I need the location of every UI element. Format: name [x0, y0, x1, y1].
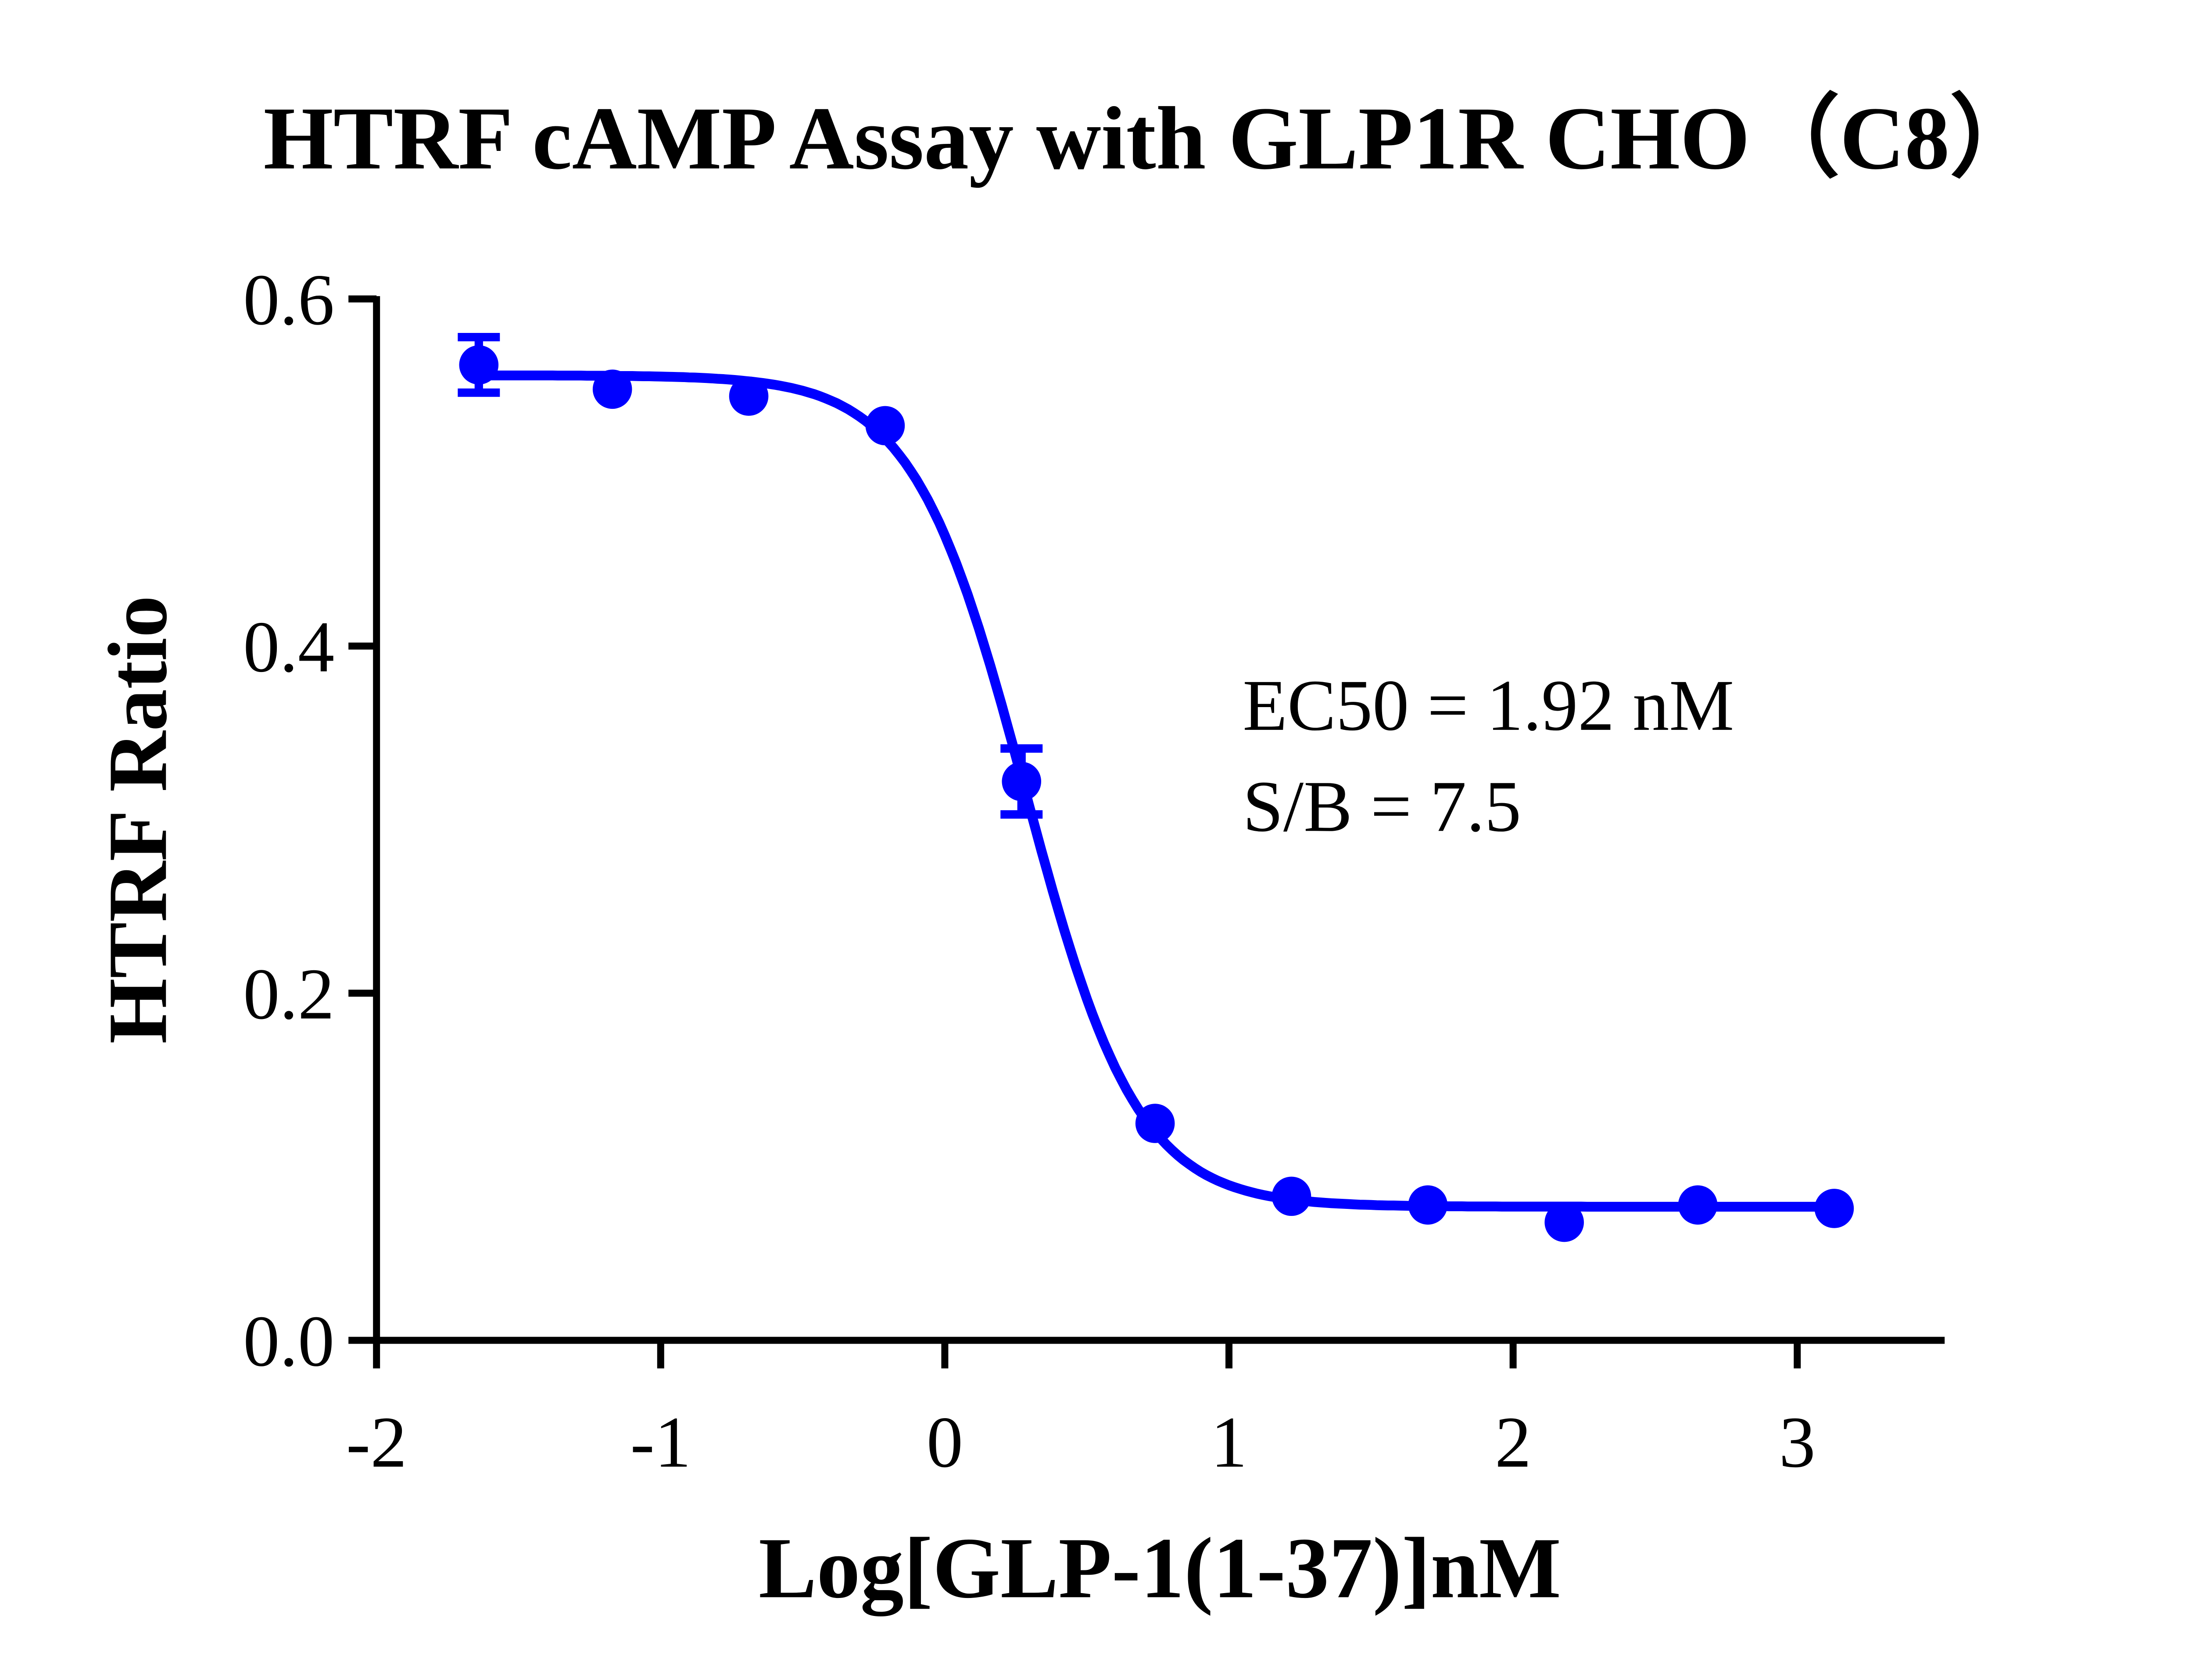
data-point	[1544, 1202, 1584, 1242]
annotation-sb: S/B = 7.5	[1243, 766, 1521, 847]
x-tick-label: 0	[927, 1402, 963, 1483]
y-tick-label: 0.6	[243, 259, 334, 340]
x-tick-label: 1	[1211, 1402, 1247, 1483]
x-tick-label: -1	[630, 1402, 691, 1483]
x-tick-label: -2	[346, 1402, 407, 1483]
data-point	[459, 345, 499, 385]
data-point	[1002, 761, 1042, 801]
data-point	[1135, 1104, 1175, 1143]
y-tick-label: 0.2	[243, 954, 334, 1034]
x-tick-label: 3	[1779, 1402, 1816, 1483]
data-point	[592, 369, 632, 409]
x-axis-label: Log[GLP-1(1-37)]nM	[759, 1519, 1561, 1616]
y-axis-label: HTRF Ratio	[91, 596, 184, 1044]
data-point	[1408, 1185, 1448, 1225]
y-tick-label: 0.0	[243, 1301, 334, 1381]
data-point	[1272, 1176, 1311, 1216]
annotation-ec50: EC50 = 1.92 nM	[1243, 665, 1734, 746]
data-point	[865, 406, 905, 446]
fit-curve	[479, 370, 1831, 1212]
data-point	[729, 376, 769, 416]
chart-title: HTRF cAMP Assay with GLP1R CHO（C8）	[263, 89, 2039, 188]
x-tick-label: 2	[1495, 1402, 1531, 1483]
data-point	[1678, 1185, 1718, 1225]
y-tick-label: 0.4	[243, 607, 334, 687]
data-point	[1814, 1189, 1854, 1228]
